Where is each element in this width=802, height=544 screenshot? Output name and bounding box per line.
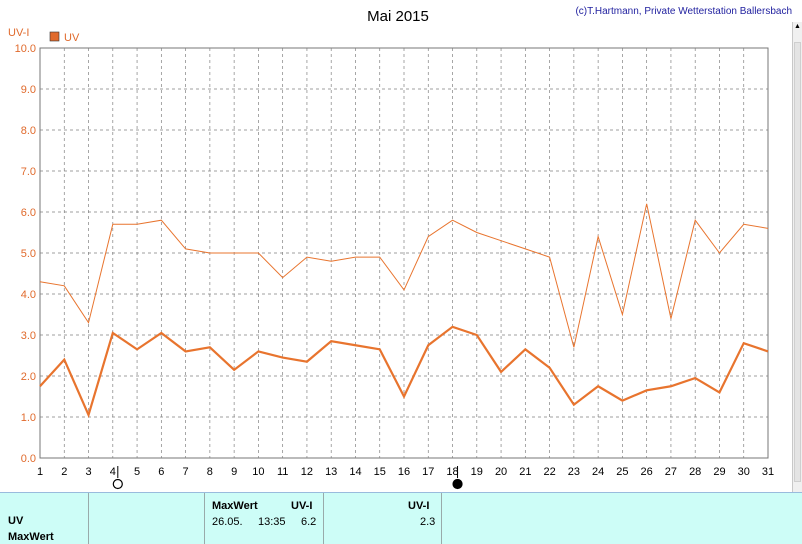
chart-title: Mai 2015: [367, 8, 429, 25]
x-tick-label: 31: [762, 466, 774, 478]
credit-text: (c)T.Hartmann, Private Wetterstation Bal…: [575, 6, 792, 17]
stats-row-labels: UV MaxWert: [0, 493, 89, 544]
max-value: 6.2: [301, 516, 316, 528]
x-tick-label: 8: [207, 466, 213, 478]
x-tick-label: 15: [374, 466, 386, 478]
legend-label: UV: [64, 32, 80, 44]
y-tick-label: 7.0: [21, 166, 36, 178]
x-tick-label: 17: [422, 466, 434, 478]
statistics-panel: UV MaxWert MaxWert UV-I 26.05. 13:35 6.2…: [0, 492, 802, 544]
x-tick-label: 26: [641, 466, 653, 478]
stats-mean-column: UV-I 2.3: [324, 493, 442, 544]
x-tick-label: 27: [665, 466, 677, 478]
mean-unit-header: UV-I: [408, 500, 429, 512]
x-tick-label: 25: [616, 466, 628, 478]
mean-value: 2.3: [420, 516, 435, 528]
new-moon-icon: [453, 480, 462, 489]
legend-swatch: [50, 32, 59, 41]
stats-spacer: [89, 493, 205, 544]
x-tick-label: 6: [158, 466, 164, 478]
max-time: 13:35: [258, 516, 286, 528]
x-tick-label: 2: [61, 466, 67, 478]
y-tick-label: 3.0: [21, 330, 36, 342]
y-tick-label: 2.0: [21, 371, 36, 383]
x-tick-label: 11: [277, 466, 288, 478]
uv-chart: Mai 2015 (c)T.Hartmann, Private Wetterst…: [0, 0, 802, 492]
max-header: MaxWert: [212, 500, 258, 512]
x-tick-label: 20: [495, 466, 507, 478]
x-tick-label: 30: [738, 466, 750, 478]
stats-max-column: MaxWert UV-I 26.05. 13:35 6.2: [205, 493, 324, 544]
x-tick-label: 22: [543, 466, 555, 478]
x-tick-label: 3: [85, 466, 91, 478]
y-tick-label: 9.0: [21, 84, 36, 96]
x-tick-label: 1: [37, 466, 43, 478]
x-tick-label: 23: [568, 466, 580, 478]
y-tick-label: 1.0: [21, 412, 36, 424]
scroll-up-icon[interactable]: ▲: [793, 22, 802, 32]
x-tick-label: 12: [301, 466, 313, 478]
x-tick-label: 29: [713, 466, 725, 478]
x-tick-label: 10: [252, 466, 264, 478]
y-tick-label: 6.0: [21, 207, 36, 219]
y-tick-label: 5.0: [21, 248, 36, 260]
vertical-scrollbar[interactable]: ▲: [792, 22, 802, 492]
x-tick-label: 18: [446, 466, 458, 478]
x-tick-label: 24: [592, 466, 604, 478]
x-tick-label: 14: [349, 466, 361, 478]
x-tick-label: 5: [134, 466, 140, 478]
x-tick-label: 16: [398, 466, 410, 478]
row-label-maxwert: MaxWert: [8, 531, 54, 543]
y-tick-label: 10.0: [15, 43, 36, 55]
x-tick-label: 19: [471, 466, 483, 478]
x-tick-label: 7: [183, 466, 189, 478]
y-axis-unit: UV-I: [8, 27, 29, 39]
x-tick-label: 21: [519, 466, 531, 478]
max-date: 26.05.: [212, 516, 243, 528]
scroll-thumb[interactable]: [794, 42, 801, 482]
y-tick-label: 8.0: [21, 125, 36, 137]
y-tick-label: 0.0: [21, 453, 36, 465]
x-tick-label: 9: [231, 466, 237, 478]
x-tick-label: 28: [689, 466, 701, 478]
x-tick-label: 4: [110, 466, 116, 478]
full-moon-icon: [113, 480, 122, 489]
max-unit-header: UV-I: [291, 500, 312, 512]
row-label-uv: UV: [8, 515, 23, 527]
x-tick-label: 13: [325, 466, 337, 478]
y-tick-label: 4.0: [21, 289, 36, 301]
